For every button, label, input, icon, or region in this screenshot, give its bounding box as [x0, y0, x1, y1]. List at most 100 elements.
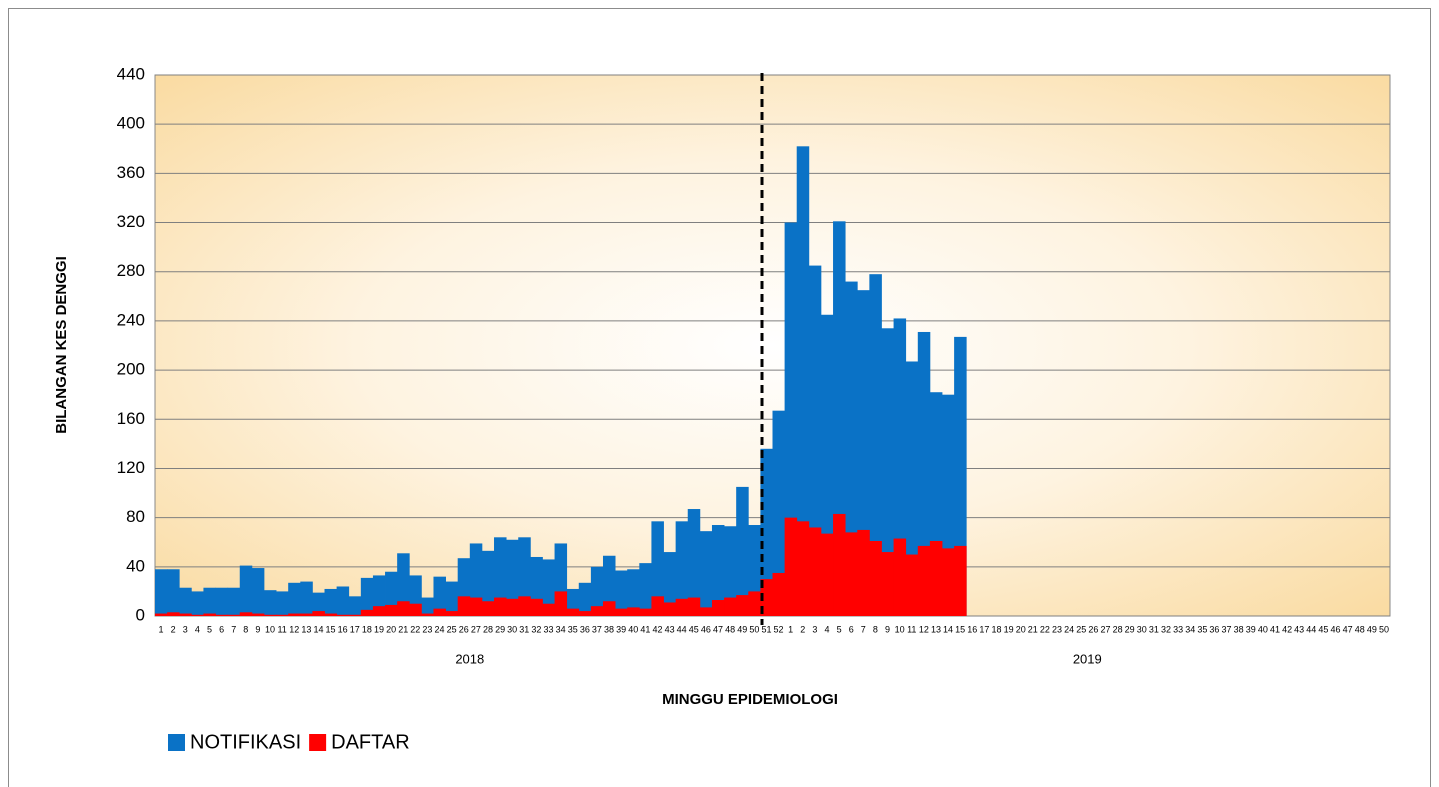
bar [905, 361, 919, 616]
x-tick-label: 19 [1004, 624, 1014, 634]
bar [288, 613, 301, 616]
bar [820, 533, 834, 616]
bar [699, 607, 713, 616]
bar [881, 328, 894, 616]
x-tick-label: 39 [616, 624, 626, 634]
x-tick-label: 49 [737, 624, 747, 634]
x-tick-label: 15 [326, 624, 336, 634]
y-tick-label: 440 [117, 64, 145, 83]
x-tick-label: 21 [1028, 624, 1038, 634]
bar [893, 538, 907, 616]
x-tick-label: 2 [171, 624, 176, 634]
x-tick-label: 47 [1343, 624, 1353, 634]
x-tick-label: 13 [931, 624, 941, 634]
bar [602, 601, 616, 616]
x-tick-label: 36 [580, 624, 590, 634]
x-tick-label: 48 [1355, 624, 1365, 634]
x-tick-label: 25 [1076, 624, 1086, 634]
x-tick-label: 43 [665, 624, 675, 634]
bar [506, 598, 519, 616]
y-tick-label: 240 [117, 310, 145, 329]
x-tick-label: 24 [1064, 624, 1074, 634]
x-tick-label: 6 [849, 624, 854, 634]
bar [857, 529, 870, 616]
x-tick-label: 30 [507, 624, 517, 634]
x-tick-label: 11 [907, 624, 916, 634]
x-tick-label: 27 [1100, 624, 1110, 634]
bar [711, 525, 725, 616]
bar [276, 614, 289, 616]
y-tick-label: 280 [117, 261, 145, 280]
bar [348, 596, 362, 616]
bar [651, 596, 664, 616]
x-tick-label: 40 [628, 624, 638, 634]
bar [881, 552, 894, 616]
bar [372, 606, 386, 616]
x-tick-label: 42 [652, 624, 662, 634]
bar [324, 588, 338, 616]
x-tick-label: 4 [195, 624, 200, 634]
bar [796, 146, 810, 616]
bar [179, 613, 192, 616]
bar [300, 581, 313, 616]
y-tick-label: 320 [117, 212, 145, 231]
x-tick-label: 16 [338, 624, 348, 634]
x-tick-label: 16 [967, 624, 977, 634]
x-tick-label: 44 [1306, 624, 1316, 634]
x-tick-label: 10 [265, 624, 275, 634]
x-tick-label: 22 [1040, 624, 1050, 634]
bar [481, 601, 495, 616]
bar [336, 586, 350, 616]
bar [288, 582, 301, 616]
bar [421, 597, 434, 616]
x-tick-label: 31 [519, 624, 529, 634]
bar [397, 553, 410, 616]
x-tick-label: 12 [289, 624, 299, 634]
x-tick-label: 37 [1222, 624, 1232, 634]
bar [578, 582, 592, 616]
y-axis-title: BILANGAN KES DENGGI [53, 256, 70, 434]
bar [590, 606, 604, 616]
bar [276, 591, 289, 616]
bar [651, 521, 664, 616]
bar [748, 591, 761, 616]
bar [760, 579, 773, 616]
bar [469, 597, 483, 616]
bar [312, 592, 325, 616]
bar [639, 563, 652, 616]
x-tick-label: 9 [885, 624, 890, 634]
x-tick-label: 7 [861, 624, 866, 634]
bar [203, 613, 216, 616]
legend-label: DAFTAR [331, 731, 410, 753]
bar [542, 559, 555, 616]
bar [942, 548, 955, 616]
bar [494, 537, 507, 616]
bar [724, 597, 737, 616]
bar [663, 552, 677, 616]
bar [542, 603, 555, 616]
bar [736, 486, 749, 616]
bar [869, 274, 882, 616]
bar [239, 612, 253, 616]
x-tick-label: 14 [313, 624, 323, 634]
x-tick-label: 41 [1270, 624, 1280, 634]
bar [566, 608, 580, 616]
x-tick-label: 40 [1258, 624, 1268, 634]
bar [772, 410, 786, 616]
bar [929, 540, 943, 616]
bar [433, 608, 446, 616]
bar [833, 513, 846, 616]
x-tick-label: 34 [1185, 624, 1195, 634]
x-tick-label: 51 [761, 624, 771, 634]
bar [239, 565, 253, 616]
bar [554, 591, 568, 616]
bar [808, 527, 822, 616]
bar [445, 581, 459, 616]
bar [251, 613, 265, 616]
bar [203, 587, 216, 616]
bar [179, 587, 192, 616]
bar [457, 596, 471, 616]
y-tick-label: 200 [117, 360, 145, 379]
bar [372, 575, 386, 616]
